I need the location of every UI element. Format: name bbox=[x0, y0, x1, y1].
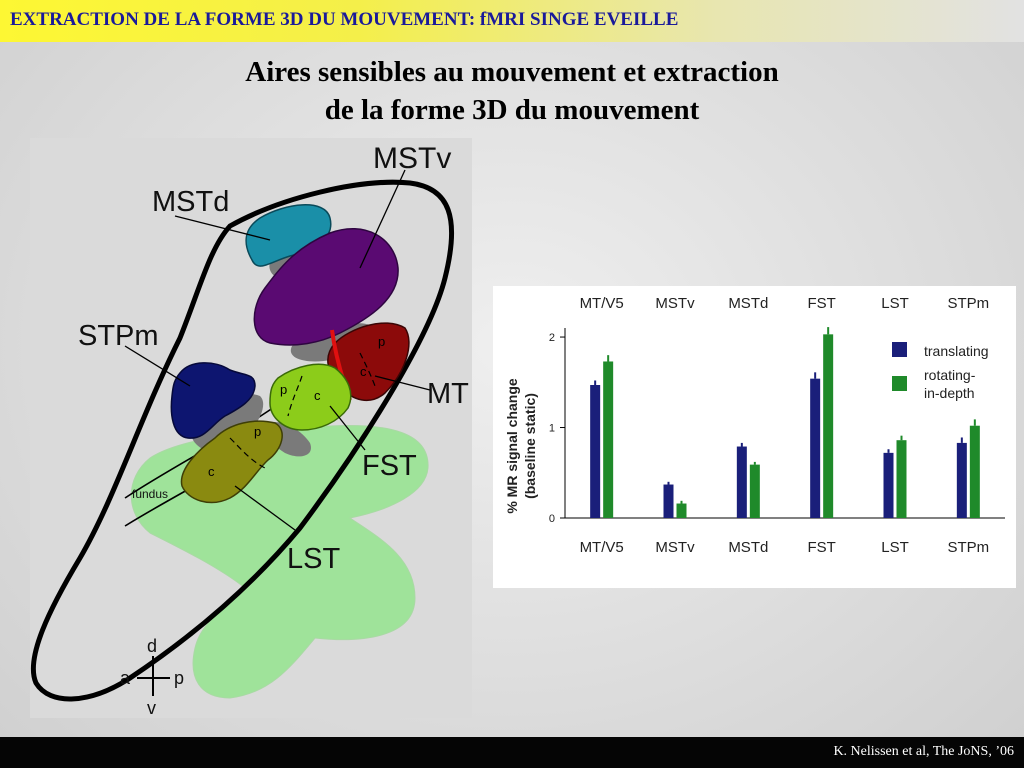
mt-pointer bbox=[374, 375, 431, 391]
subregion-boundary-3 bbox=[359, 352, 376, 387]
y-tick-label: 0 bbox=[549, 513, 555, 525]
x-tick-label: MSTd bbox=[728, 539, 768, 556]
subregion-boundary-1 bbox=[287, 375, 303, 417]
mstd-pointer bbox=[174, 215, 271, 241]
x-tick-label: MT/V5 bbox=[580, 539, 624, 556]
header-bar: EXTRACTION DE LA FORME 3D DU MOUVEMENT: … bbox=[0, 0, 1024, 42]
bar-translating bbox=[663, 484, 674, 518]
bar-rotating bbox=[969, 425, 980, 518]
orientation-d: d bbox=[147, 636, 157, 656]
stpm-label: STPm bbox=[78, 320, 159, 352]
legend-swatch-translating bbox=[892, 342, 907, 357]
top-category-label: STPm bbox=[947, 295, 989, 312]
top-category-labels: MT/V5 MSTv MSTd FST LST STPm bbox=[580, 295, 990, 312]
bar-translating bbox=[810, 378, 821, 518]
orientation-v: v bbox=[147, 698, 156, 718]
slide-title-line-1: Aires sensibles au mouvement et extracti… bbox=[245, 56, 779, 88]
bar-translating bbox=[590, 385, 601, 518]
mstv-region bbox=[253, 228, 399, 346]
bars bbox=[590, 327, 980, 518]
fst-pointer bbox=[329, 405, 366, 451]
top-category-label: FST bbox=[807, 295, 835, 312]
slide-title-line-2: de la forme 3D du mouvement bbox=[324, 94, 700, 126]
bar-rotating bbox=[749, 464, 760, 518]
bar-translating bbox=[736, 446, 747, 518]
y-axis-label-line-1: % MR signal change bbox=[504, 378, 520, 514]
chart-axes bbox=[564, 328, 1005, 519]
fst-region bbox=[269, 363, 352, 431]
mt-c-label: c bbox=[360, 364, 367, 379]
lst-label: LST bbox=[287, 543, 340, 575]
footer-bar: K. Nelissen et al, The JoNS, ’06 bbox=[0, 737, 1024, 768]
mstv-label: MSTv bbox=[373, 142, 451, 175]
lst-core-region bbox=[180, 420, 283, 504]
bar-rotating bbox=[676, 503, 687, 518]
legend-label-translating: translating bbox=[924, 343, 989, 359]
top-category-label: LST bbox=[881, 295, 909, 312]
bar-chart-svg: MT/V5 MSTv MSTd FST LST STPm 0 1 2 MT/V5 MSTv MST… bbox=[504, 295, 1005, 556]
brain-map-figure: p c p c p c MSTv MSTd STPm MT FST LST fu… bbox=[30, 138, 472, 718]
legend-label-rotating-line-1: rotating- bbox=[924, 367, 976, 383]
y-ticks: 0 1 2 bbox=[549, 332, 565, 525]
legend-label-rotating-line-2: in-depth bbox=[924, 385, 975, 401]
top-category-label: MSTv bbox=[655, 295, 695, 312]
legend-swatch-rotating bbox=[892, 376, 907, 391]
mstd-label: MSTd bbox=[152, 186, 229, 218]
bottom-category-labels: MT/V5 MSTv MSTd FST LST STPm bbox=[580, 539, 990, 556]
stpm-pointer bbox=[124, 345, 191, 387]
bar-chart-figure: MT/V5 MSTv MSTd FST LST STPm 0 1 2 MT/V5 MSTv MST… bbox=[493, 286, 1016, 588]
fst-p-label: p bbox=[280, 382, 287, 397]
x-tick-label: MSTv bbox=[655, 539, 695, 556]
sulcus-outline bbox=[30, 179, 454, 702]
lst-pointer bbox=[234, 485, 296, 531]
top-category-label: MT/V5 bbox=[580, 295, 624, 312]
orientation-p: p bbox=[174, 668, 184, 688]
orientation-a: a bbox=[120, 668, 131, 688]
y-axis-label-line-2: (baseline static) bbox=[522, 393, 538, 499]
fundus-label: fundus bbox=[132, 487, 168, 501]
lst-c-label: c bbox=[208, 464, 215, 479]
brain-map-svg: p c p c p c MSTv MSTd STPm MT FST LST fu… bbox=[30, 142, 469, 718]
fst-label: FST bbox=[362, 450, 417, 482]
subregion-boundary-2 bbox=[229, 437, 266, 469]
mstv-pointer bbox=[359, 169, 406, 269]
mt-p-label: p bbox=[378, 334, 385, 349]
bar-rotating bbox=[603, 361, 614, 518]
citation: K. Nelissen et al, The JoNS, ’06 bbox=[833, 744, 1014, 759]
y-tick-label: 1 bbox=[549, 423, 555, 435]
bar-translating bbox=[956, 442, 967, 518]
bar-rotating bbox=[896, 440, 907, 518]
fst-c-label: c bbox=[314, 388, 321, 403]
lst-p-label: p bbox=[254, 424, 261, 439]
x-tick-label: LST bbox=[881, 539, 909, 556]
mt-label: MT bbox=[427, 378, 469, 410]
bar-translating bbox=[883, 452, 894, 518]
y-tick-label: 2 bbox=[549, 332, 555, 344]
stpm-region bbox=[170, 362, 256, 439]
slide-header-title: EXTRACTION DE LA FORME 3D DU MOUVEMENT: … bbox=[10, 9, 679, 30]
x-tick-label: FST bbox=[807, 539, 835, 556]
x-tick-label: STPm bbox=[947, 539, 989, 556]
top-category-label: MSTd bbox=[728, 295, 768, 312]
bar-rotating bbox=[823, 334, 834, 518]
